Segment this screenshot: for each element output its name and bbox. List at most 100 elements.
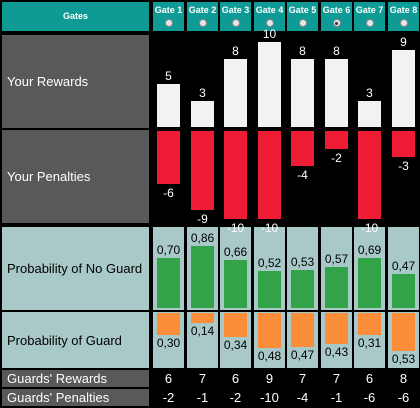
guard-bar [157,313,180,335]
penalty-value: -10 [226,221,245,235]
guard-value: 0,14 [190,324,215,338]
penalty-value: -3 [398,159,409,173]
gate-header-2[interactable]: Gate 2 [187,2,218,31]
penalty-value: -10 [260,221,279,235]
no-guard-value: 0,47 [391,259,416,273]
guard-bar [325,313,348,344]
guard-penalty-value: -1 [330,390,343,405]
no-guard-value: 0,86 [190,231,215,245]
row-label-guards-penalties: Guards' Penalties [2,389,149,406]
penalty-value: -6 [163,186,174,200]
gate-radio[interactable] [365,19,374,27]
guard-bar [258,313,281,348]
guard-penalty-value: -2 [229,390,242,405]
gate-header-6[interactable]: Gate 6 [321,2,352,31]
guard-bar [291,313,314,347]
gate-radio[interactable] [332,19,341,27]
no-guard-bar [224,260,247,308]
guard-penalty-value: -6 [397,390,410,405]
reward-bar [291,59,314,127]
no-guard-value: 0,70 [156,243,181,257]
no-guard-value: 0,53 [290,255,315,269]
row-label-text: Your Rewards [7,74,89,89]
gate-label: Gate 8 [389,5,418,15]
no-guard-bar [392,274,415,308]
penalty-bar [258,131,281,219]
gate-header-3[interactable]: Gate 3 [220,2,251,31]
guard-value: 0,47 [290,348,315,362]
gate-radio[interactable] [399,19,408,27]
row-label-prob-guard: Probability of Guard [2,312,149,368]
row-label-prob-no-guard: Probability of No Guard [2,227,149,310]
reward-value: 8 [299,44,306,58]
penalty-value: -2 [331,151,342,165]
no-guard-value: 0,57 [324,252,349,266]
gate-label: Gate 1 [154,5,183,15]
gate-radio[interactable] [231,19,240,27]
gate-label: Gate 6 [322,5,351,15]
gate-label: Gate 5 [288,5,317,15]
reward-value: 8 [333,44,340,58]
no-guard-bar [325,267,348,308]
reward-value: 9 [400,35,407,49]
reward-bar [392,50,415,127]
guard-bar [224,313,247,337]
guard-bar [358,313,381,335]
no-guard-bar [157,258,180,308]
guard-bar [191,313,214,323]
guard-reward-value: 6 [231,371,240,386]
guard-value: 0,30 [156,336,181,350]
penalty-bar [358,131,381,219]
reward-bar [157,84,180,127]
reward-value: 5 [165,69,172,83]
reward-value: 8 [232,44,239,58]
no-guard-bar [358,258,381,308]
no-guard-bar [258,271,281,308]
reward-bar [191,101,214,127]
guard-reward-value: 7 [198,371,207,386]
guard-reward-value: 7 [332,371,341,386]
reward-value: 3 [199,86,206,100]
guard-penalty-value: -10 [260,390,279,405]
gate-radio[interactable] [298,19,307,27]
gate-radio[interactable] [265,19,274,27]
penalty-bar [224,131,247,219]
guard-penalty-value: -4 [296,390,309,405]
guard-penalty-value: -2 [162,390,175,405]
reward-bar [224,59,247,127]
guard-value: 0,34 [223,338,248,352]
gate-header-7[interactable]: Gate 7 [354,2,385,31]
gate-header-5[interactable]: Gate 5 [287,2,318,31]
reward-value: 3 [366,86,373,100]
guard-penalty-value: -1 [196,390,209,405]
no-guard-bar [291,270,314,308]
guard-reward-value: 6 [365,371,374,386]
row-label-text: Your Penalties [7,169,91,184]
penalty-value: -9 [197,212,208,226]
row-label-guards-rewards: Guards' Rewards [2,370,149,387]
reward-bar [358,101,381,127]
row-label-your-rewards: Your Rewards [2,35,149,128]
penalty-bar [157,131,180,184]
guard-value: 0,31 [357,336,382,350]
gate-header-8[interactable]: Gate 8 [388,2,419,31]
reward-bar [325,59,348,127]
row-label-text: Probability of No Guard [7,261,143,276]
guard-reward-value: 7 [298,371,307,386]
gate-header-4[interactable]: Gate 4 [254,2,285,31]
penalty-bar [325,131,348,149]
gate-header-1[interactable]: Gate 1 [153,2,184,31]
row-label-your-penalties: Your Penalties [2,130,149,223]
gate-label: Gate 7 [355,5,384,15]
guard-penalty-value: -6 [363,390,376,405]
gate-radio[interactable] [198,19,207,27]
guard-bar [392,313,415,351]
no-guard-value: 0,69 [357,243,382,257]
no-guard-value: 0,52 [257,256,282,270]
penalty-bar [291,131,314,166]
gate-radio[interactable] [164,19,173,27]
guard-reward-value: 6 [164,371,173,386]
gate-label: Gate 2 [188,5,217,15]
gate-label: Gate 3 [221,5,250,15]
penalty-bar [191,131,214,210]
